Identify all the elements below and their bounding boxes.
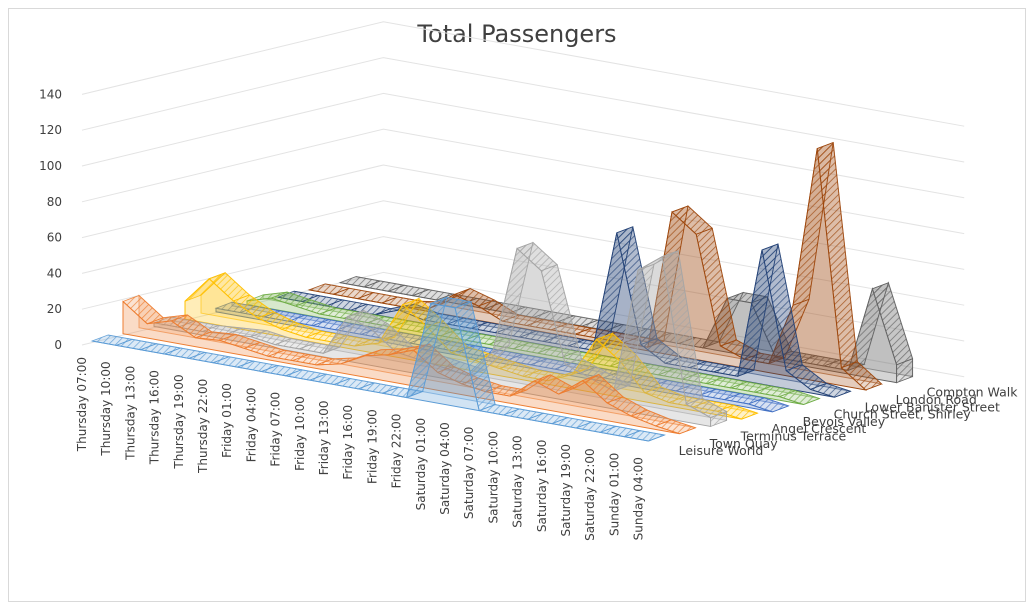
x-tick-label: Saturday 10:00 (486, 431, 500, 523)
x-tick-label: Saturday 07:00 (462, 427, 476, 519)
x-tick-label: Thursday 10:00 (99, 361, 113, 456)
x-tick-label: Friday 13:00 (317, 401, 331, 476)
y-tick-label: 100 (39, 159, 62, 173)
x-tick-label: Thursday 22:00 (196, 379, 210, 474)
x-tick-label: Saturday 04:00 (438, 422, 452, 514)
y-tick-label: 120 (39, 123, 62, 137)
x-tick-label: Thursday 16:00 (148, 370, 162, 465)
x-tick-label: Friday 10:00 (293, 396, 307, 471)
x-tick-label: Saturday 22:00 (583, 448, 597, 540)
series-label: Bevois Valley (803, 414, 886, 429)
series-label: Compton Walk (927, 385, 1019, 400)
gridline (81, 92, 965, 199)
x-tick-label: Thursday 07:00 (75, 357, 89, 452)
x-tick-label: Friday 07:00 (269, 392, 283, 467)
y-tick-label: 40 (47, 266, 62, 280)
series-areas (90, 141, 914, 442)
gridline (81, 21, 965, 127)
x-tick-label: Saturday 19:00 (559, 444, 573, 536)
y-tick-label: 60 (47, 231, 62, 245)
y-tick-label: 20 (47, 302, 62, 316)
series-label: Leisure World (679, 443, 764, 458)
x-tick-label: Saturday 01:00 (414, 418, 428, 510)
y-axis-ticks: 0 20 40 60 80 100 120 140 (39, 87, 62, 352)
series-label: Lower Banister Street (865, 399, 1000, 414)
gridline (81, 164, 965, 270)
series-label: London Road (896, 392, 977, 407)
x-tick-label: Friday 04:00 (244, 387, 258, 462)
gridline (81, 57, 965, 163)
x-tick-label: Thursday 19:00 (172, 374, 186, 469)
gridline (81, 128, 965, 235)
y-tick-label: 140 (39, 87, 62, 101)
series-label: Town Quay (709, 436, 779, 451)
series-label: Church Street, Shirley (834, 407, 972, 422)
x-tick-label: Thursday 13:00 (123, 366, 137, 461)
x-tick-label: Sunday 01:00 (607, 453, 621, 536)
x-tick-label: Friday 01:00 (220, 383, 234, 458)
series-label: Terminus Terrace (740, 428, 847, 443)
x-tick-label: Friday 16:00 (341, 405, 355, 480)
x-tick-label: Friday 22:00 (390, 414, 404, 489)
x-tick-label: Saturday 16:00 (535, 440, 549, 532)
x-tick-label: Friday 19:00 (365, 409, 379, 484)
y-tick-label: 80 (47, 195, 62, 209)
series-area (307, 141, 884, 391)
y-tick-label: 0 (54, 338, 62, 352)
x-axis-ticks: Thursday 07:00 Thursday 10:00 Thursday 13:… (75, 357, 646, 541)
series-area (90, 296, 667, 442)
series-label: Angel Crescent (772, 421, 867, 436)
x-tick-label: Sunday 04:00 (632, 457, 646, 540)
x-tick-label: Saturday 13:00 (511, 435, 525, 527)
